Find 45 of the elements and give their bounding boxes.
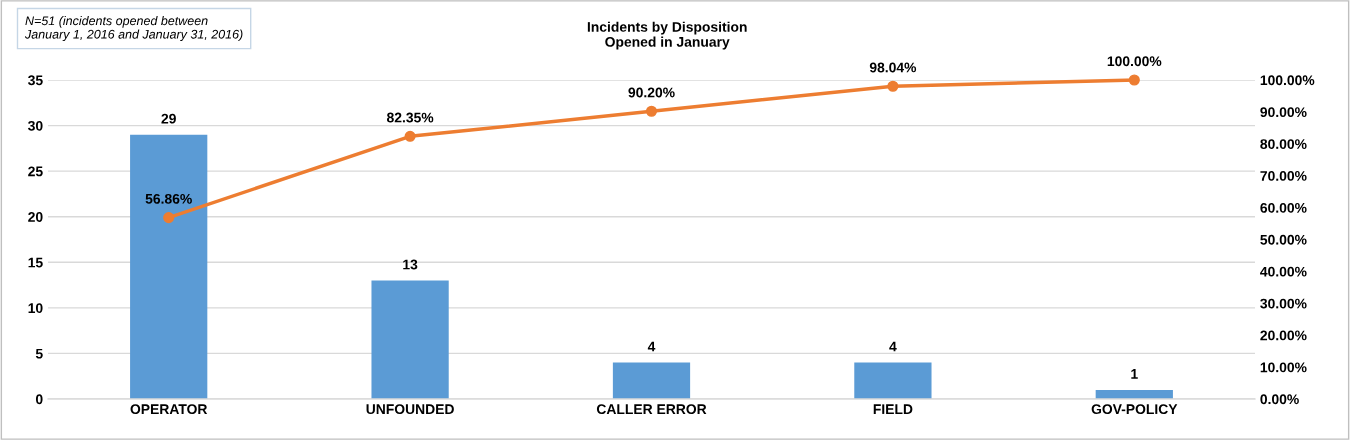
data-label: 82.35%: [386, 112, 434, 123]
x-tick-label: CALLER ERROR: [596, 404, 707, 415]
text: N=51 (incidents opened between January 1, 2016 and January 31, 2016): [24, 16, 243, 42]
y2-tick-label: 60.00%: [1260, 202, 1307, 213]
x-tick-label: OPERATOR: [130, 404, 208, 415]
bar: [612, 362, 691, 399]
data-label: 29: [161, 113, 176, 124]
x-tick-label: FIELD: [873, 404, 913, 414]
data-label: 1: [1131, 369, 1138, 379]
point: [1128, 74, 1140, 86]
data-label: 90.20%: [628, 87, 675, 98]
y-tick-label: 5: [35, 348, 43, 359]
y-tick-label: 10: [28, 303, 43, 314]
point: [163, 212, 175, 224]
y-tick-label: 30: [28, 120, 43, 131]
bar: [371, 280, 449, 399]
y2-tick-label: 40.00%: [1260, 266, 1307, 277]
y2-tick-label: 90.00%: [1260, 107, 1307, 118]
point: [404, 130, 416, 142]
x-tick-label: UNFOUNDED: [366, 404, 454, 415]
x-tick-label: GOV-POLICY: [1091, 404, 1178, 415]
y-tick-label: 20: [28, 212, 43, 222]
y-tick-label: 0: [35, 394, 43, 405]
data-label: 4: [889, 341, 897, 352]
y2-tick-label: 70.00%: [1260, 171, 1307, 181]
data-label: 4: [647, 341, 656, 352]
point: [887, 80, 899, 92]
y-tick-label: 35: [28, 75, 43, 86]
y2-tick-label: 30.00%: [1260, 298, 1307, 309]
data-label: 98.04%: [869, 62, 917, 73]
y2-tick-label: 80.00%: [1260, 139, 1307, 149]
y2-tick-label: 20.00%: [1260, 330, 1307, 341]
y-tick-label: 15: [28, 257, 43, 268]
data-label: 100.00%: [1107, 56, 1162, 67]
y2-tick-label: 10.00%: [1260, 362, 1307, 373]
chart-title: Incidents by Disposition Opened in January: [587, 21, 747, 50]
data-label: 13: [403, 259, 418, 270]
bar: [854, 362, 932, 399]
y2-tick-label: 100.00%: [1260, 75, 1315, 86]
bar: [130, 134, 208, 399]
data-label: 56.86%: [145, 193, 192, 204]
y2-tick-label: 50.00%: [1260, 234, 1307, 245]
y2-tick-label: 0.00%: [1260, 394, 1299, 405]
y-tick-label: 25: [28, 166, 43, 177]
point: [645, 105, 658, 117]
